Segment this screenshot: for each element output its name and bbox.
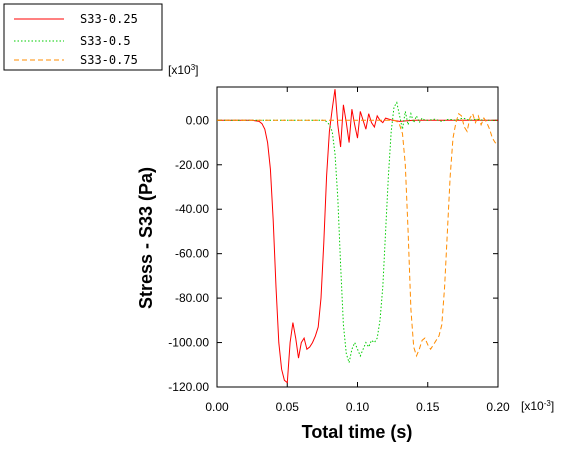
legend-label-2: S33-0.75 [80, 53, 138, 67]
x-tick-label-2: 0.10 [346, 400, 370, 414]
axis-ticks: 0.00 0.05 0.10 0.15 0.20 0.00 -20.00 -40.00 -60.… [168, 87, 510, 414]
plot-frame [216, 86, 499, 388]
y-tick-label-6: -120.00 [168, 380, 209, 394]
y-tick-label-3: -60.00 [175, 247, 209, 261]
legend-frame [3, 3, 163, 71]
x-tick-label-0: 0.00 [205, 400, 229, 414]
x-tick-label-3: 0.15 [416, 400, 440, 414]
y-tick-label-0: 0.00 [186, 113, 210, 127]
y-axis-title: Stress - S33 (Pa) [136, 167, 156, 309]
x-tick-label-1: 0.05 [276, 400, 300, 414]
series-line-1 [217, 101, 498, 365]
x-axis-title: Total time (s) [302, 422, 413, 442]
y-tick-label-1: -20.00 [175, 158, 209, 172]
y-tick-label-5: -100.00 [168, 336, 209, 350]
legend-label-1: S33-0.5 [80, 34, 131, 48]
x-multiplier: [x10-3] [521, 399, 554, 414]
series-line-0 [217, 89, 498, 384]
series-line-2 [217, 112, 499, 358]
y-tick-label-2: -40.00 [175, 202, 209, 216]
y-multiplier: [x103] [168, 63, 198, 78]
x-tick-label-4: 0.20 [486, 400, 510, 414]
legend-label-0: S33-0.25 [80, 12, 138, 26]
y-tick-label-4: -80.00 [175, 291, 209, 305]
legend: S33-0.25 S33-0.5 S33-0.75 [3, 3, 163, 71]
series-layer [217, 89, 499, 384]
